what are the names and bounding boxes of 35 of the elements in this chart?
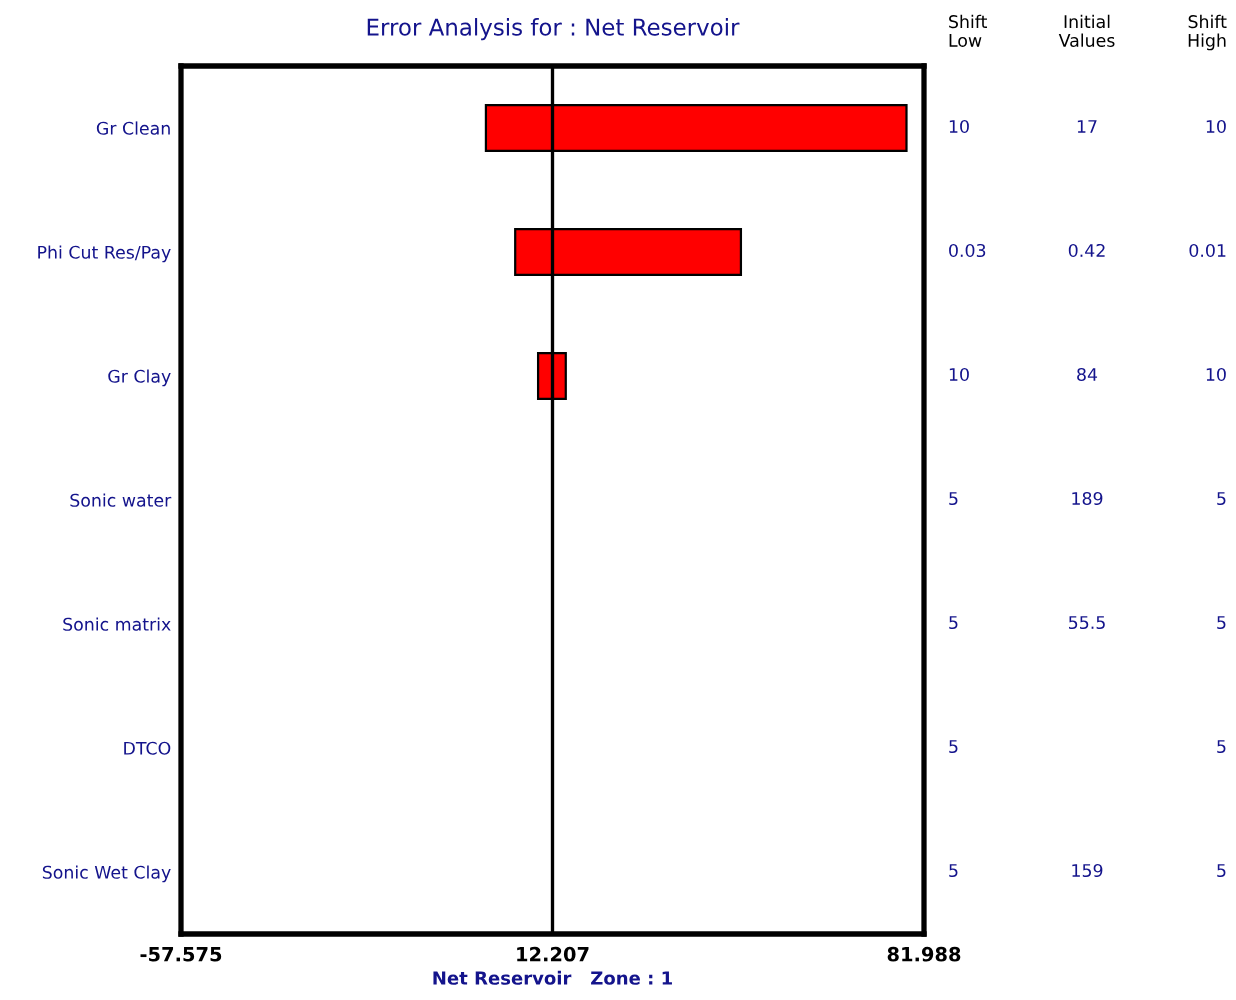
text: 55.5 [1069,616,1105,630]
y-tick-label: Sonic Wet Clay [42,865,171,883]
text: 159 [1072,863,1103,878]
y-tick-label: Phi Cut Res/Pay [38,245,171,263]
text: 17 [1077,120,1097,133]
y-tick-label: Gr Clean [96,121,170,135]
text: 0.01 [1189,243,1226,258]
category-label: Initial Values [1058,14,1115,47]
category-label: Shift Low [949,14,987,47]
x-axis-title: Net Reservoir Zone : 1 [433,970,672,985]
y-tick-label: Gr Clay [108,369,171,387]
text: 5 [949,616,958,630]
text: 5 [949,492,958,506]
y-tick-label: DTCO [124,741,171,755]
text: 5 [1217,616,1226,630]
text: 0.03 [949,243,986,258]
text: 5 [1217,864,1226,878]
y-tick-label: Sonic water [70,493,172,507]
text: 5 [949,740,958,754]
chart-title: Error Analysis for : Net Reservoir [367,18,740,41]
text: 10 [1206,119,1226,134]
text: 5 [949,864,958,878]
text: 5 [1217,740,1226,754]
text: 189 [1072,491,1103,506]
text: 10 [1206,367,1226,382]
text: 10 [949,367,969,382]
x-tick-label: 81.988 [887,946,961,962]
x-tick-label: 12.207 [517,946,589,962]
text: 0.42 [1068,243,1105,258]
text: 5 [1217,492,1226,506]
category-label: Shift High [1188,14,1227,51]
text: 10 [949,119,969,134]
text: 84 [1077,367,1098,382]
y-tick-label: Sonic matrix [63,617,171,631]
x-tick-label: -57.575 [140,947,222,962]
